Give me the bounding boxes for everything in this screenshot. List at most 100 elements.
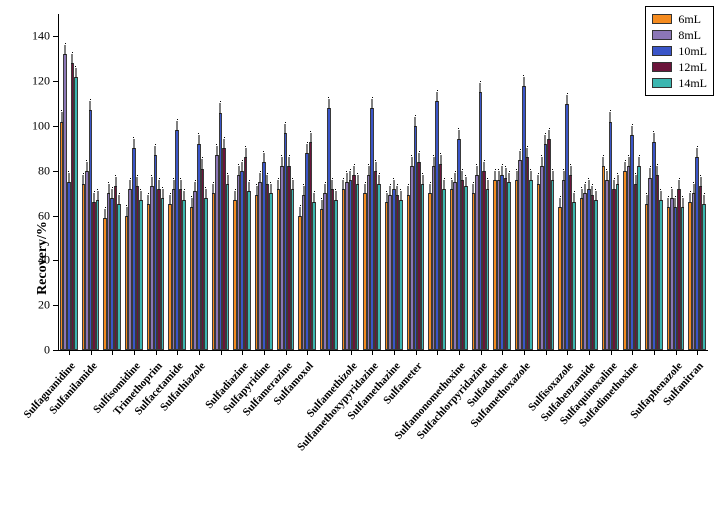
error-bar [216, 146, 217, 156]
error-cap [137, 175, 138, 176]
error-cap [527, 146, 528, 147]
error-bar [549, 130, 550, 140]
x-tick [611, 350, 612, 355]
error-bar [249, 182, 250, 192]
error-bar [668, 198, 669, 208]
legend-swatch [652, 78, 672, 88]
error-cap [592, 184, 593, 185]
bar [594, 200, 598, 350]
error-bar [343, 180, 344, 190]
error-cap [690, 191, 691, 192]
bar-group [515, 14, 533, 350]
error-cap [487, 178, 488, 179]
error-cap [419, 151, 420, 152]
error-bar [368, 166, 369, 176]
error-cap [328, 97, 329, 98]
error-bar [61, 112, 62, 122]
error-bar [115, 177, 116, 187]
bar-group [450, 14, 468, 350]
error-bar [498, 171, 499, 181]
bar-group [472, 14, 490, 350]
x-tick [502, 350, 503, 355]
error-bar [552, 171, 553, 181]
bar-group [623, 14, 641, 350]
error-bar [657, 166, 658, 176]
y-tick-label: 140 [20, 29, 50, 44]
error-bar [202, 159, 203, 169]
error-cap [97, 189, 98, 190]
bar-group [168, 14, 186, 350]
error-bar [581, 189, 582, 199]
error-cap [256, 184, 257, 185]
bar-group [580, 14, 598, 350]
error-bar [567, 95, 568, 105]
x-tick [524, 350, 525, 355]
error-cap [180, 178, 181, 179]
error-bar [72, 54, 73, 64]
error-bar [523, 77, 524, 87]
error-bar [314, 193, 315, 203]
error-cap [173, 178, 174, 179]
error-cap [267, 173, 268, 174]
error-cap [177, 119, 178, 120]
bar [334, 200, 338, 350]
bar [356, 184, 360, 350]
bar [247, 191, 251, 350]
error-cap [105, 207, 106, 208]
error-cap [235, 189, 236, 190]
error-cap [375, 160, 376, 161]
error-cap [700, 175, 701, 176]
error-bar [563, 171, 564, 181]
error-bar [375, 162, 376, 172]
error-cap [671, 187, 672, 188]
error-bar [400, 191, 401, 201]
error-cap [675, 196, 676, 197]
error-bar [278, 180, 279, 190]
error-cap [224, 137, 225, 138]
error-cap [422, 173, 423, 174]
error-cap [397, 184, 398, 185]
error-bar [292, 180, 293, 190]
plot-area [58, 14, 708, 350]
error-cap [119, 193, 120, 194]
error-bar [68, 173, 69, 183]
error-bar [256, 186, 257, 196]
legend-label: 6mL [678, 12, 701, 27]
error-cap [560, 196, 561, 197]
x-tick [459, 350, 460, 355]
error-cap [415, 115, 416, 116]
error-bar [170, 195, 171, 205]
error-cap [372, 97, 373, 98]
error-bar [133, 139, 134, 149]
error-bar [693, 184, 694, 194]
error-bar [83, 175, 84, 185]
x-tick [329, 350, 330, 355]
error-cap [83, 173, 84, 174]
bar-group [428, 14, 446, 350]
error-cap [354, 164, 355, 165]
error-cap [639, 155, 640, 156]
bar [96, 200, 100, 350]
error-cap [617, 173, 618, 174]
error-cap [541, 155, 542, 156]
error-cap [440, 153, 441, 154]
error-bar [574, 193, 575, 203]
error-bar [650, 168, 651, 178]
error-cap [476, 164, 477, 165]
bar-group [125, 14, 143, 350]
error-cap [458, 128, 459, 129]
error-cap [379, 173, 380, 174]
bar [702, 204, 706, 350]
error-bar [437, 92, 438, 102]
y-tick [53, 81, 58, 82]
error-bar [393, 180, 394, 190]
error-bar [238, 166, 239, 176]
y-axis-line [58, 14, 59, 350]
error-cap [216, 144, 217, 145]
bar-group [277, 14, 295, 350]
error-bar [530, 171, 531, 181]
error-bar [704, 195, 705, 205]
error-cap [303, 184, 304, 185]
error-bar [603, 157, 604, 167]
y-tick-label: 100 [20, 119, 50, 134]
